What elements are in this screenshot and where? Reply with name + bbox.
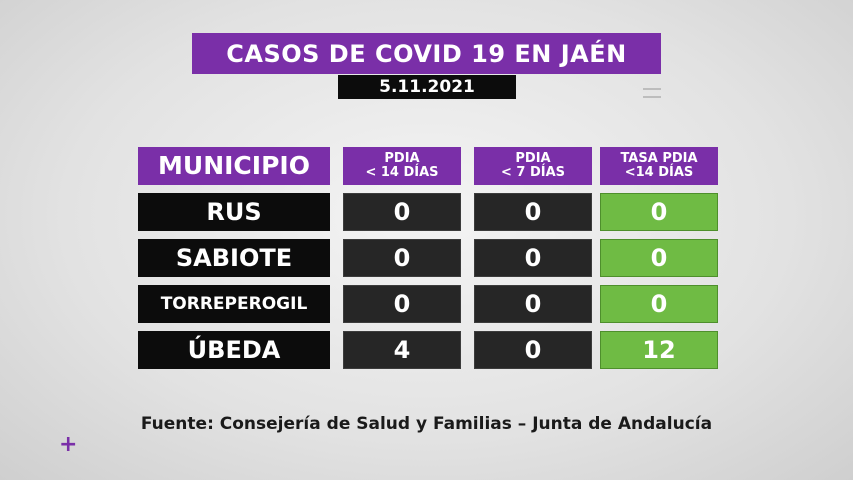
header-pdia-14-line1: PDIA <box>384 151 420 167</box>
row-municipio-ubeda: ÚBEDA <box>138 331 330 369</box>
header-pdia-7-dias: PDIA < 7 DÍAS <box>474 147 592 185</box>
row-ubeda-pdia14: 4 <box>343 331 461 369</box>
header-pdia-7-line1: PDIA <box>515 151 551 167</box>
header-municipio: MUNICIPIO <box>138 147 330 185</box>
row-torreperogil-pdia7: 0 <box>474 285 592 323</box>
row-rus-pdia14: 0 <box>343 193 461 231</box>
header-pdia-14-dias: PDIA < 14 DÍAS <box>343 147 461 185</box>
row-municipio-rus: RUS <box>138 193 330 231</box>
row-torreperogil-pdia14: 0 <box>343 285 461 323</box>
page-title: CASOS DE COVID 19 EN JAÉN <box>192 33 661 74</box>
row-ubeda-tasa: 12 <box>600 331 718 369</box>
row-torreperogil-tasa: 0 <box>600 285 718 323</box>
decorative-line <box>643 96 661 98</box>
row-rus-pdia7: 0 <box>474 193 592 231</box>
header-tasa-line1: TASA PDIA <box>620 151 698 167</box>
header-pdia-7-line2: < 7 DÍAS <box>500 165 566 180</box>
header-tasa-line2: <14 DÍAS <box>624 165 694 180</box>
row-municipio-torreperogil: TORREPEROGIL <box>138 285 330 323</box>
row-municipio-sabiote: SABIOTE <box>138 239 330 277</box>
decorative-line <box>643 88 661 90</box>
row-sabiote-tasa: 0 <box>600 239 718 277</box>
row-ubeda-pdia7: 0 <box>474 331 592 369</box>
header-tasa-pdia: TASA PDIA <14 DÍAS <box>600 147 718 185</box>
plus-icon: + <box>59 432 78 457</box>
date-label: 5.11.2021 <box>338 75 516 99</box>
row-rus-tasa: 0 <box>600 193 718 231</box>
header-pdia-14-line2: < 14 DÍAS <box>365 165 439 180</box>
row-sabiote-pdia7: 0 <box>474 239 592 277</box>
row-sabiote-pdia14: 0 <box>343 239 461 277</box>
source-footnote: Fuente: Consejería de Salud y Familias –… <box>140 414 713 434</box>
